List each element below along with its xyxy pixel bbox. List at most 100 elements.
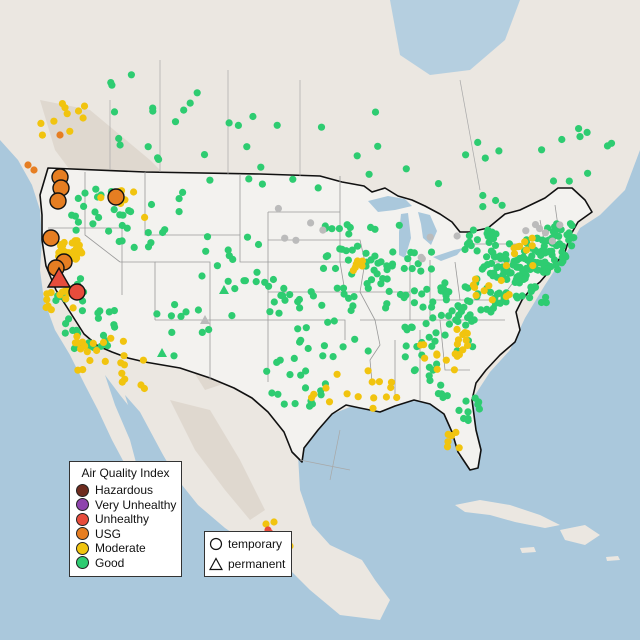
sensor-dot[interactable] [179,188,187,196]
sensor-dot[interactable] [483,261,492,269]
sensor-dot[interactable] [295,295,303,304]
sensor-dot[interactable] [182,308,190,316]
sensor-dot[interactable] [536,225,544,233]
sensor-dot[interactable] [257,163,265,171]
sensor-dot[interactable] [130,243,138,251]
sensor-dot[interactable] [426,233,434,241]
sensor-dot[interactable] [411,366,419,374]
sensor-dot[interactable] [108,81,116,89]
sensor-dot[interactable] [99,331,108,339]
sensor-dot[interactable] [308,400,316,408]
sensor-dot[interactable] [309,292,317,300]
sensor-dot[interactable] [280,284,288,292]
sensor-dot[interactable] [395,221,403,229]
sensor-dot[interactable] [117,359,125,367]
sensor-dot[interactable] [302,324,310,332]
sensor-dot[interactable] [400,294,408,302]
sensor-dot[interactable] [119,211,127,219]
sensor-dot[interactable] [505,291,513,299]
sensor-dot[interactable] [80,102,89,110]
sensor-dot[interactable] [493,290,502,298]
sensor-dot[interactable] [99,338,108,346]
sensor-dot[interactable] [566,220,575,228]
sensor-dot[interactable] [168,328,176,336]
sensor-dot[interactable] [474,138,482,146]
sensor-dot[interactable] [37,119,45,127]
sensor-dot[interactable] [76,275,85,283]
sensor-dot[interactable] [318,301,326,309]
sensor-dot[interactable] [68,211,76,219]
sensor-dot[interactable] [428,342,436,350]
sensor-dot[interactable] [60,247,68,255]
sensor-dot[interactable] [354,393,362,401]
sensor-dot[interactable] [61,329,69,337]
sensor-dot[interactable] [461,245,469,254]
sensor-dot[interactable] [304,344,312,353]
sensor-dot[interactable] [336,245,344,253]
sensor-dot[interactable] [565,177,573,185]
sensor-dot[interactable] [545,247,554,255]
sensor-dot[interactable] [263,367,271,375]
sensor-dot[interactable] [472,291,480,299]
sensor-dot[interactable] [198,328,206,336]
sensor-dot[interactable] [348,246,356,254]
sensor-dot[interactable] [302,367,310,375]
sensor-dot[interactable] [420,341,428,349]
sensor-dot[interactable] [383,262,391,270]
sensor-dot[interactable] [81,342,89,350]
sensor-dot[interactable] [496,252,504,260]
sensor-dot[interactable] [333,284,341,292]
sensor-dot[interactable] [502,262,510,270]
sensor-dot[interactable] [101,357,109,365]
sensor-dot[interactable] [351,335,359,343]
sensor-dot[interactable] [584,169,592,177]
sensor-dot[interactable] [147,239,155,247]
sensor-dot[interactable] [454,336,463,344]
sensor-dot[interactable] [425,363,433,371]
sensor-dot[interactable] [492,230,500,238]
sensor-dot[interactable] [364,367,372,375]
sensor-dot[interactable] [371,108,380,116]
sensor-dot[interactable] [269,275,277,284]
sensor-dot[interactable] [180,106,188,114]
sensor-dot[interactable] [433,350,441,358]
sensor-dot[interactable] [444,438,452,446]
sensor-dot[interactable] [521,238,529,246]
sensor-dot[interactable] [502,298,510,306]
sensor-dot[interactable] [362,249,370,257]
sensor-dot[interactable] [410,249,418,257]
sensor-dot[interactable] [443,392,451,400]
sensor-dot[interactable] [556,221,564,229]
sensor-dot[interactable] [368,378,376,386]
sensor-dot[interactable] [389,248,397,256]
sensor-dot[interactable] [575,125,583,133]
sensor-dot[interactable] [43,296,51,304]
sensor-dot[interactable] [453,232,461,240]
sensor-dot[interactable] [56,131,64,139]
sensor-dot[interactable] [485,282,493,290]
sensor-dot[interactable] [505,240,513,248]
permanent-monitor-site[interactable] [157,348,167,357]
sensor-dot[interactable] [442,296,450,304]
sensor-dot[interactable] [243,233,252,241]
sensor-dot[interactable] [466,311,474,319]
sensor-dot[interactable] [266,308,274,316]
sensor-dot[interactable] [432,329,440,337]
sensor-dot[interactable] [130,188,138,196]
sensor-dot[interactable] [342,247,350,255]
sensor-dot[interactable] [254,240,263,249]
sensor-dot[interactable] [490,252,498,260]
sensor-dot[interactable] [491,241,500,249]
sensor-dot[interactable] [262,520,270,528]
sensor-dot[interactable] [94,314,102,322]
sensor-dot[interactable] [509,261,517,269]
sensor-dot[interactable] [414,260,422,268]
sensor-dot[interactable] [429,298,437,306]
sensor-dot[interactable] [194,306,202,314]
temporary-monitor-site[interactable] [42,229,60,247]
sensor-dot[interactable] [286,291,294,299]
sensor-dot[interactable] [473,236,481,244]
sensor-dot[interactable] [549,177,558,185]
sensor-dot[interactable] [274,204,282,213]
sensor-dot[interactable] [292,236,300,244]
